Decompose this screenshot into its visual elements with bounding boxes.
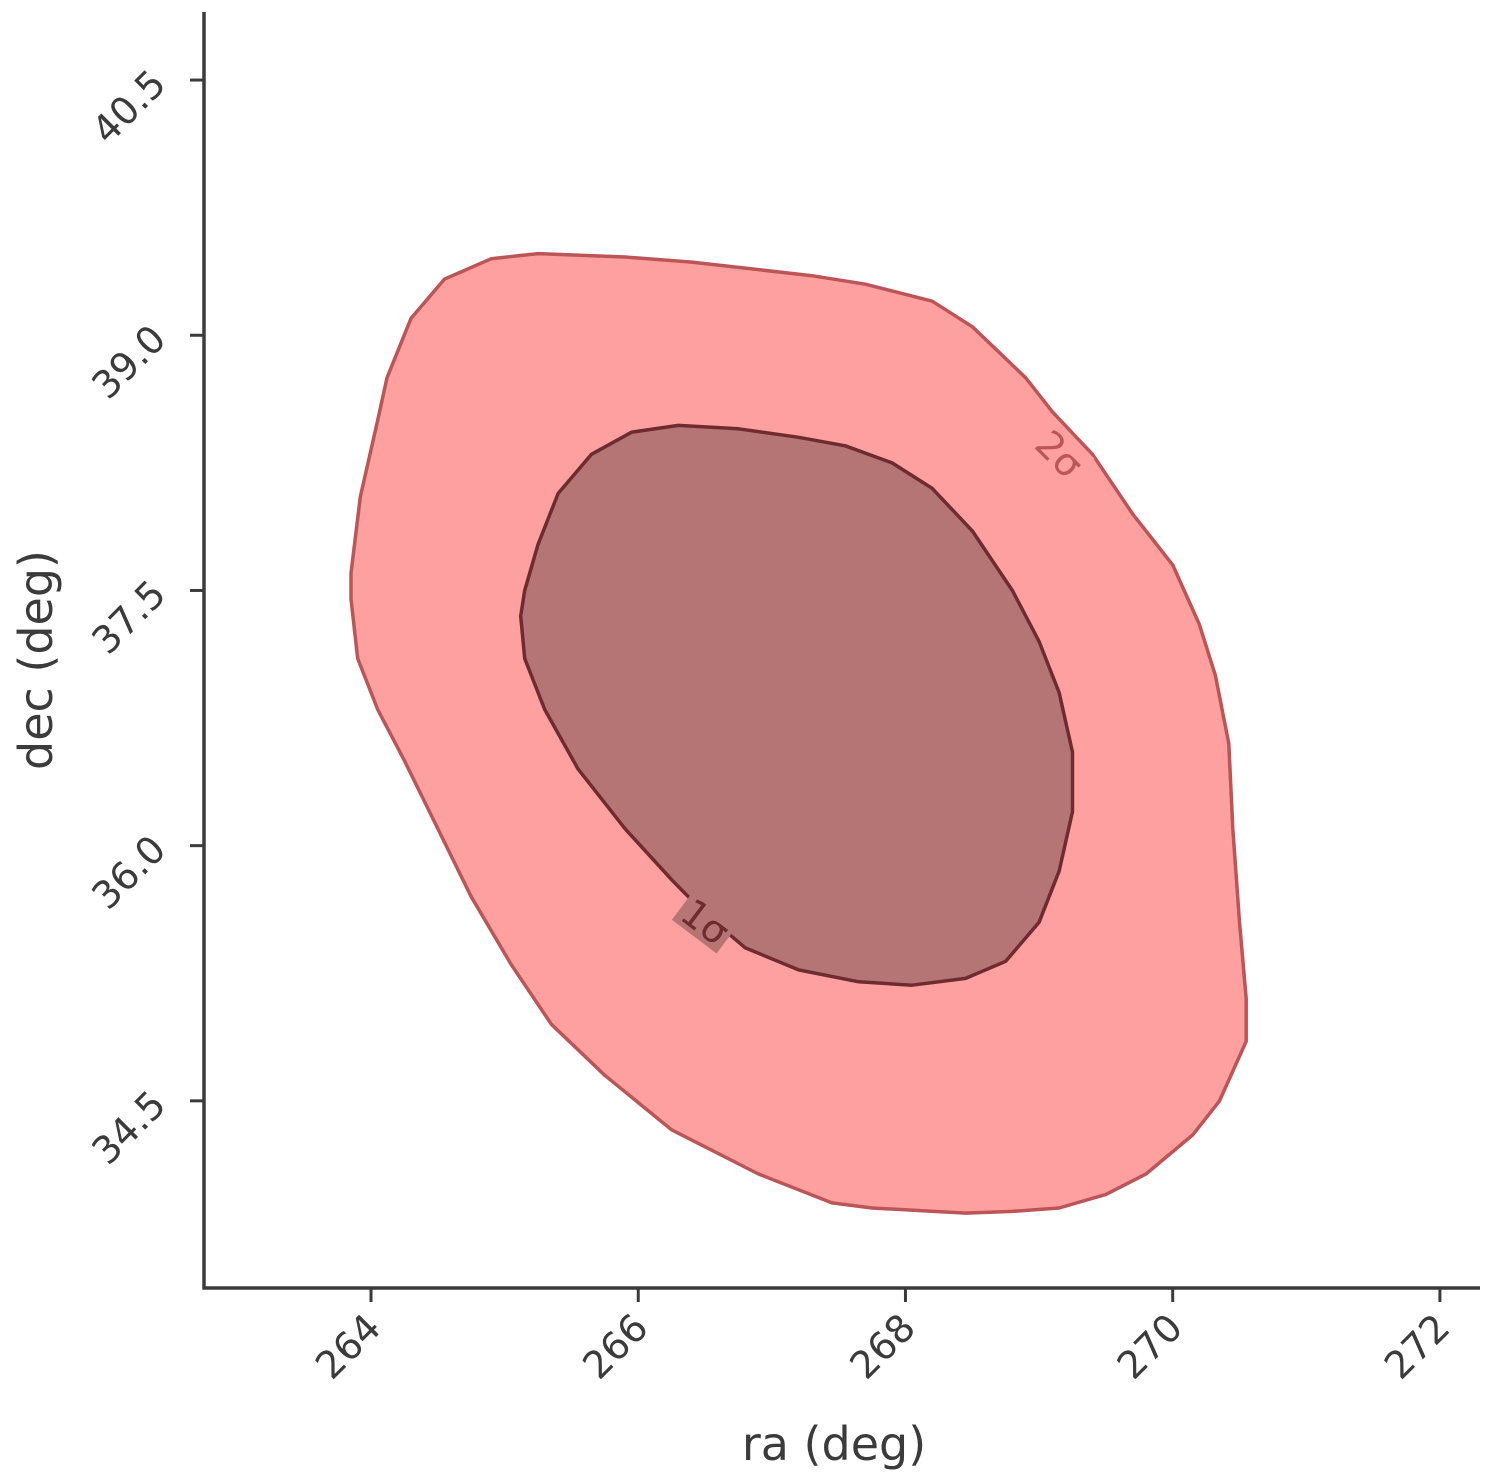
y-tick-label: 36.0 <box>83 827 174 918</box>
contour-label-gap <box>671 887 741 954</box>
x-tick-label: 264 <box>307 1305 389 1387</box>
y-tick-label: 37.5 <box>83 572 174 663</box>
y-tick-label: 40.5 <box>83 61 174 152</box>
x-tick-label: 270 <box>1109 1305 1191 1387</box>
y-axis-label: dec (deg) <box>9 550 63 770</box>
x-axis-label: ra (deg) <box>742 1417 926 1471</box>
y-tick-label: 34.5 <box>83 1082 174 1173</box>
contour-label-gap <box>1026 418 1095 487</box>
x-tick-label: 272 <box>1376 1305 1458 1387</box>
x-tick-label: 268 <box>841 1305 923 1387</box>
y-tick-label: 39.0 <box>83 317 174 408</box>
contour-region-2 <box>518 423 1075 987</box>
x-tick-label: 266 <box>574 1305 656 1387</box>
